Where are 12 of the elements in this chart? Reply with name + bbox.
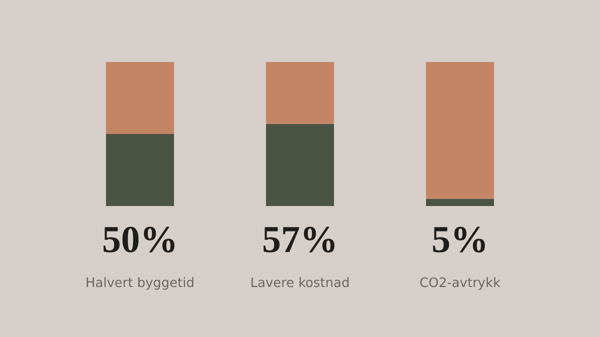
bar — [266, 62, 334, 124]
data-label: 57% — [262, 219, 338, 261]
x-tick-label: CO2-avtrykk — [419, 276, 502, 292]
bar — [266, 124, 334, 206]
x-tick-label: Lavere kostnad — [250, 276, 350, 292]
bar — [426, 198, 494, 206]
bar — [106, 134, 174, 206]
bar — [426, 62, 494, 199]
x-tick-label: Halvert byggetid — [85, 276, 195, 292]
data-label: 50% — [102, 219, 178, 261]
data-label: 5% — [432, 219, 488, 261]
bar — [106, 62, 174, 134]
